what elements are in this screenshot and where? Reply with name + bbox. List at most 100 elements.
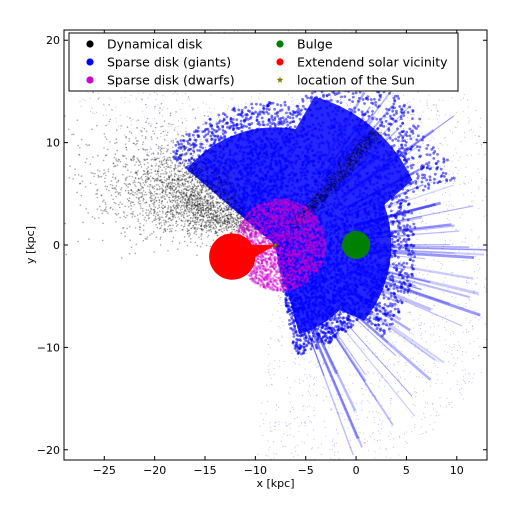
data-point [462,369,464,371]
data-point [399,437,401,439]
data-point [304,422,306,424]
data-point [244,113,247,117]
data-point [455,111,457,113]
data-point [476,277,478,279]
data-point [336,340,339,342]
data-point [177,126,179,128]
data-point [427,186,430,190]
data-point [225,115,229,119]
data-point [257,453,259,455]
data-point [406,139,409,141]
data-point [314,364,316,366]
data-point [462,111,464,113]
data-point [437,379,439,381]
data-point [463,398,465,400]
data-point [465,331,467,333]
data-point [366,345,368,347]
data-point [415,344,417,346]
data-point [313,383,316,385]
data-point [290,423,292,425]
data-point [388,412,390,414]
data-point [224,207,227,210]
data-point [285,111,288,115]
data-point [412,220,414,223]
data-point [338,323,340,325]
data-point [425,162,428,166]
data-point [419,154,422,158]
data-point [143,116,145,118]
data-point [334,451,336,453]
data-point [468,283,470,285]
data-point [200,130,202,132]
data-point [180,118,182,120]
data-point [269,337,272,339]
data-point [422,188,425,192]
data-point [333,445,336,447]
data-point [269,363,271,365]
data-point [306,434,309,436]
data-point [191,109,193,111]
data-point [209,111,211,113]
data-point [410,113,412,115]
data-point [203,143,205,145]
data-point [385,117,387,119]
data-point [425,229,427,231]
data-point [471,244,473,246]
data-point [415,274,417,276]
data-point [294,418,296,420]
data-point [453,154,455,157]
data-point [350,415,352,417]
data-point [463,132,465,134]
data-point [475,283,477,285]
data-point [416,361,418,363]
data-point [415,298,417,300]
data-point [445,140,447,142]
data-point [433,259,435,261]
data-point [398,335,400,337]
data-point [268,353,270,355]
data-point [373,97,376,101]
data-point [331,370,333,372]
data-point [411,430,413,433]
data-point [480,178,482,180]
data-point [432,428,434,430]
data-point [313,384,315,386]
data-point [461,213,463,215]
data-point [459,156,461,158]
data-point [279,317,281,319]
data-point [444,315,447,317]
data-point [477,263,479,266]
data-point [385,125,388,127]
data-point [432,156,436,160]
data-point [364,438,366,440]
data-point [135,120,137,122]
data-point [423,364,425,366]
data-point [418,160,420,162]
data-point [330,408,332,411]
data-point [302,394,304,397]
data-point [434,341,436,343]
data-point [467,281,469,284]
data-point [412,357,414,359]
data-point [470,180,473,182]
data-point [349,446,351,448]
data-point [430,156,432,158]
data-point [292,408,294,410]
data-point [392,446,395,448]
data-point [229,117,233,121]
data-point [333,443,335,445]
data-point [442,193,444,196]
data-point [115,106,117,108]
data-point [406,207,408,209]
data-point [419,434,421,436]
data-point [159,149,161,151]
data-point [438,99,440,101]
data-point [468,381,470,383]
data-point [87,92,89,94]
data-point [130,94,132,97]
data-point [417,162,419,164]
data-point [413,136,415,138]
data-point [414,250,417,252]
data-point [316,93,318,95]
data-point [404,362,406,364]
